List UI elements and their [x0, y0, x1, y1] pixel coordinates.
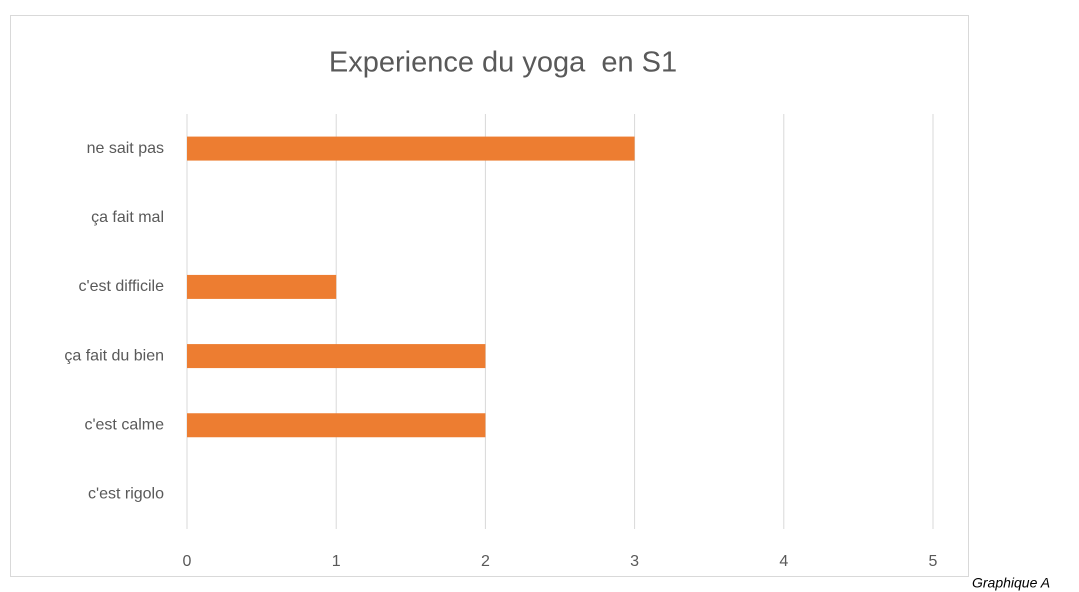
x-tick-label: 3 — [630, 553, 639, 570]
x-tick-label: 4 — [779, 553, 788, 570]
y-tick-label: ça fait du bien — [64, 347, 164, 364]
y-tick-label: c'est calme — [84, 416, 164, 433]
y-tick-label: c'est rigolo — [88, 486, 164, 503]
bar — [187, 136, 635, 161]
bar — [187, 274, 337, 299]
chart-title: Experience du yoga en S1 — [329, 47, 677, 79]
x-tick-label: 1 — [332, 553, 341, 570]
x-tick-label: 0 — [183, 553, 192, 570]
y-tick-label: ça fait mal — [91, 209, 164, 226]
bar — [187, 413, 486, 438]
chart-border — [10, 15, 969, 577]
y-tick-label: ne sait pas — [87, 140, 164, 157]
x-tick-label: 2 — [481, 553, 490, 570]
y-tick-label: c'est difficile — [79, 278, 165, 295]
caption: Graphique A — [972, 575, 1050, 591]
x-tick-label: 5 — [929, 553, 938, 570]
bar — [187, 344, 486, 369]
